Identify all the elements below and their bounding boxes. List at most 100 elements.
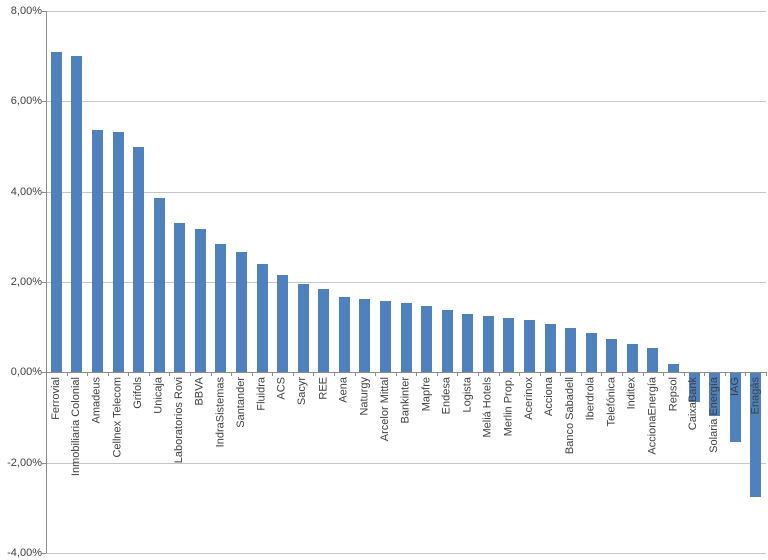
y-axis-tick-label: 2,00% [10, 276, 42, 288]
category-label: Arcelor Mittal [378, 377, 391, 442]
x-axis-tick [416, 372, 418, 376]
x-axis-tick [354, 372, 356, 376]
category-label: CaixaBank [687, 377, 700, 431]
x-axis-tick [128, 372, 130, 376]
x-axis-tick [190, 372, 191, 376]
category-label: Naturgy [358, 377, 371, 416]
bar [174, 223, 186, 373]
bar [503, 317, 515, 373]
category-label: Inmobiliaria Colonial [70, 377, 83, 477]
category-label: Laboratorios Rovi [173, 377, 186, 464]
category-label: IAG [728, 377, 741, 396]
category-label: Bankinter [399, 377, 412, 424]
x-axis-tick [478, 372, 479, 376]
x-axis-tick [87, 372, 89, 376]
x-axis-tick [107, 372, 109, 376]
bar [91, 129, 103, 373]
category-label: Acerinox [522, 377, 535, 420]
bar [133, 146, 145, 373]
category-label: IndraSistemas [214, 377, 227, 448]
x-axis-tick [375, 372, 377, 376]
bar [667, 363, 679, 373]
x-axis-tick [683, 372, 685, 376]
bar [750, 372, 762, 498]
x-axis-tick [560, 372, 562, 376]
category-label: Inditex [625, 377, 638, 410]
bar [523, 320, 535, 373]
bar [544, 323, 556, 373]
y-axis-tick-label: -2,00% [7, 456, 42, 469]
category-label: Amadeus [90, 377, 103, 424]
gridline [46, 553, 766, 554]
x-axis-tick [231, 372, 233, 376]
category-label: Endesa [440, 377, 453, 415]
bar [277, 274, 289, 373]
bar [71, 56, 83, 373]
x-axis-tick [292, 372, 294, 376]
y-axis-tick [42, 372, 46, 373]
y-axis-tick-label: 6,00% [10, 95, 42, 108]
bar [359, 298, 371, 373]
bar [462, 313, 474, 373]
category-label: Solaria Energía [708, 377, 721, 453]
category-label: Meliá Hotels [481, 377, 494, 438]
category-label: Ferrovial [49, 377, 62, 420]
category-label: Unicaja [152, 377, 165, 414]
category-label: Iberdrola [584, 377, 597, 421]
bar [400, 302, 412, 373]
y-axis-tick [42, 282, 46, 283]
bar [235, 251, 247, 373]
x-axis-tick [580, 372, 582, 376]
gridline [46, 101, 766, 102]
category-label: Sacyr [296, 377, 309, 406]
bar [729, 372, 741, 443]
gridline [46, 11, 766, 12]
x-axis-tick [148, 372, 150, 376]
bar [709, 372, 721, 417]
y-axis-tick-label: -4,00% [7, 547, 42, 559]
x-axis-tick [210, 372, 212, 376]
category-label: Acciona [543, 377, 556, 417]
bar [647, 347, 659, 373]
x-axis-tick [766, 372, 767, 376]
y-axis-tick-label: 4,00% [10, 185, 42, 198]
y-axis-tick [42, 11, 46, 12]
y-axis-tick [42, 463, 46, 464]
category-label: Telefónica [605, 377, 618, 427]
bar [318, 289, 330, 373]
y-axis-tick [42, 553, 46, 554]
bar [565, 327, 577, 373]
category-label: Grifols [132, 377, 145, 409]
bar [215, 243, 227, 373]
category-label: Fluidra [255, 377, 268, 411]
bar [194, 228, 206, 373]
bar [606, 339, 618, 373]
bar [482, 316, 494, 373]
category-label: Banco Sabadell [564, 377, 577, 455]
x-axis-tick [642, 372, 644, 376]
x-axis-tick [272, 372, 274, 376]
category-label: Repsol [666, 377, 679, 412]
gridline [46, 463, 766, 464]
bar [379, 300, 391, 373]
y-axis-tick-label: 8,00% [10, 5, 42, 17]
x-axis-tick [436, 372, 438, 376]
x-axis-tick [313, 372, 315, 376]
x-axis-tick [457, 372, 459, 376]
x-axis-tick [169, 372, 171, 376]
x-axis-tick [334, 372, 335, 376]
bar [585, 333, 597, 373]
x-axis-tick [724, 372, 726, 376]
bar [112, 131, 124, 373]
category-label: Santander [234, 377, 247, 428]
x-axis-tick [663, 372, 665, 376]
bar [626, 343, 638, 373]
bar [153, 197, 165, 373]
category-label: Cellnex Telecom [111, 377, 124, 458]
x-axis-tick [251, 372, 253, 376]
y-axis-tick [42, 192, 46, 193]
category-label: Enagás [749, 377, 762, 415]
bar [297, 283, 309, 373]
bar [688, 372, 700, 403]
